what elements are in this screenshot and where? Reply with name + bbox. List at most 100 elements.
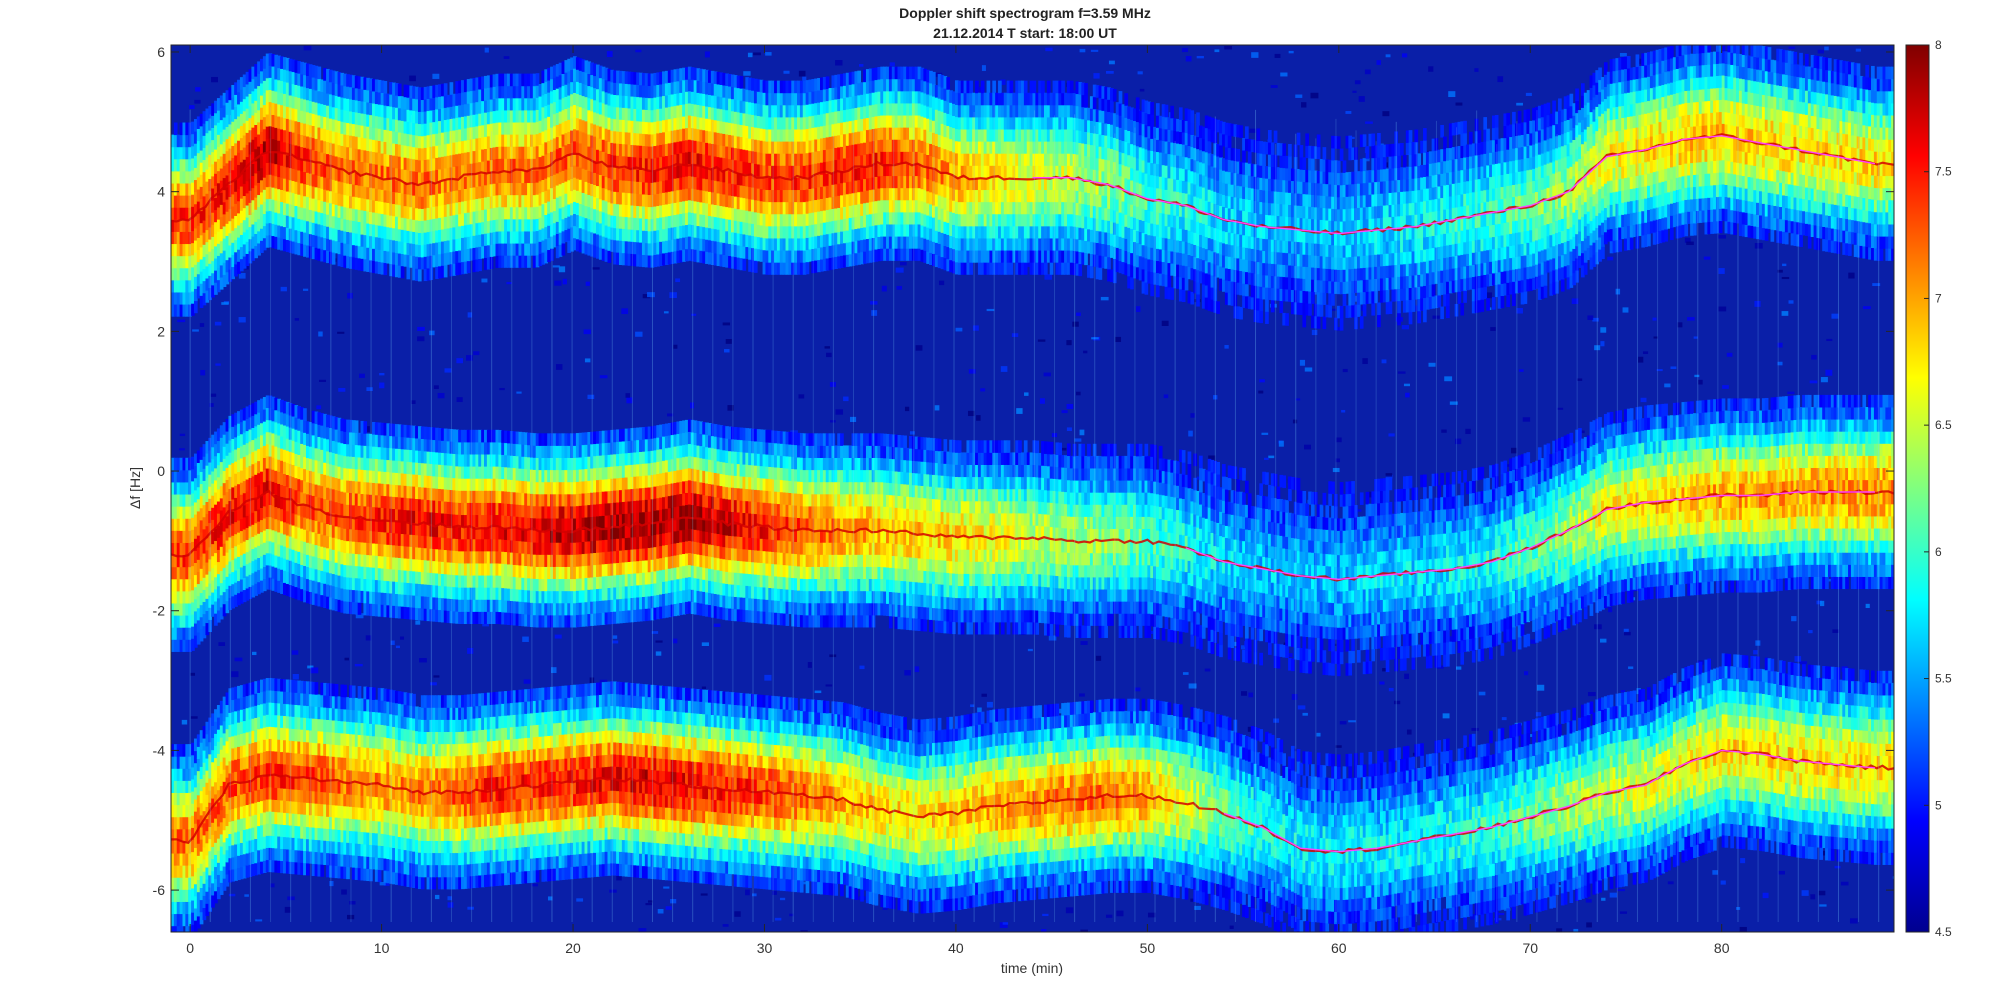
speckle-cell [554,634,562,639]
speckle-cell [765,52,772,56]
band-cell [481,100,485,114]
speckle-cell [722,322,731,326]
band-cell [495,182,500,196]
band-cell [254,245,258,259]
band-cell [254,160,258,174]
speckle-cell [231,671,239,678]
band-cell [495,158,500,172]
band-cell [208,251,213,264]
band-cell [294,217,299,231]
band-cell [357,136,362,150]
band-cell [225,102,230,115]
band-cell [245,241,250,254]
band-cell [242,110,247,124]
band-cell [208,178,213,192]
band-cell [282,93,287,107]
band-cell [372,175,376,189]
band-cell [389,94,393,107]
band-cell [426,134,431,148]
band-cell [475,125,480,139]
speckle-cell [1066,427,1072,431]
band-cell [294,96,299,110]
band-cell [237,140,241,153]
band-cell [228,136,233,149]
band-cell [412,231,416,245]
band-cell [406,266,411,280]
band-cell [346,219,350,233]
band-cell [463,140,468,153]
band-cell [303,171,307,185]
band-cell [463,200,468,214]
band-cell [386,238,391,252]
band-cell [392,130,396,144]
band-cell [242,256,247,269]
band-cell [527,97,531,111]
band-cell [331,179,336,193]
band-cell [432,170,436,183]
speckle-cell [1827,578,1832,582]
speckle-cell [675,278,681,283]
speckle-cell [753,52,761,56]
band-cell [466,224,471,237]
speckle-cell [1037,339,1046,342]
band-cell [532,134,537,147]
band-cell [282,69,287,82]
band-cell [242,147,247,160]
band-cell [409,255,414,268]
band-cell [254,112,258,126]
speckle-cell [1335,458,1341,463]
band-cell [202,208,207,221]
band-cell [288,228,293,241]
band-cell [357,233,362,247]
band-cell [285,142,290,156]
band-cell [354,148,359,161]
band-cell [501,158,505,171]
band-cell [228,269,233,282]
speckle-cell [612,640,619,644]
speckle-cell [215,363,221,366]
band-cell [478,137,482,151]
band-cell [383,165,388,179]
band-cell [492,146,497,160]
band-cell [193,240,198,253]
band-cell [222,274,227,288]
speckle-cell [814,690,822,694]
band-cell [343,243,347,256]
band-cell [363,162,368,175]
band-cell [461,80,465,93]
speckle-cell [523,679,531,684]
band-cell [372,127,376,140]
band-cell [228,244,233,258]
band-cell [429,134,434,147]
band-cell [211,127,215,141]
band-cell [397,132,402,145]
band-cell [547,116,551,129]
band-cell [541,179,546,193]
speckle-cell [1382,668,1389,672]
band-cell [231,230,235,243]
speckle-cell [218,642,226,646]
band-cell [354,184,359,198]
band-cell [196,116,201,129]
band-cell [397,228,402,242]
band-cell [245,96,250,109]
speckle-cell [1056,708,1063,714]
band-cell [268,77,273,90]
band-cell [274,127,279,140]
band-cell [417,123,422,137]
band-cell [340,193,345,207]
band-cell [231,218,235,231]
speckle-cell [1471,727,1479,731]
band-cell [374,212,379,226]
band-cell [300,182,304,196]
band-cell [331,143,336,156]
band-cell [171,207,175,220]
speckle-cell [1161,320,1169,326]
band-cell [501,170,505,184]
speckle-cell [1801,890,1809,896]
band-cell [472,126,477,139]
band-cell [328,214,333,228]
band-cell [346,74,350,87]
band-cell [492,159,497,172]
band-cell [518,182,523,196]
